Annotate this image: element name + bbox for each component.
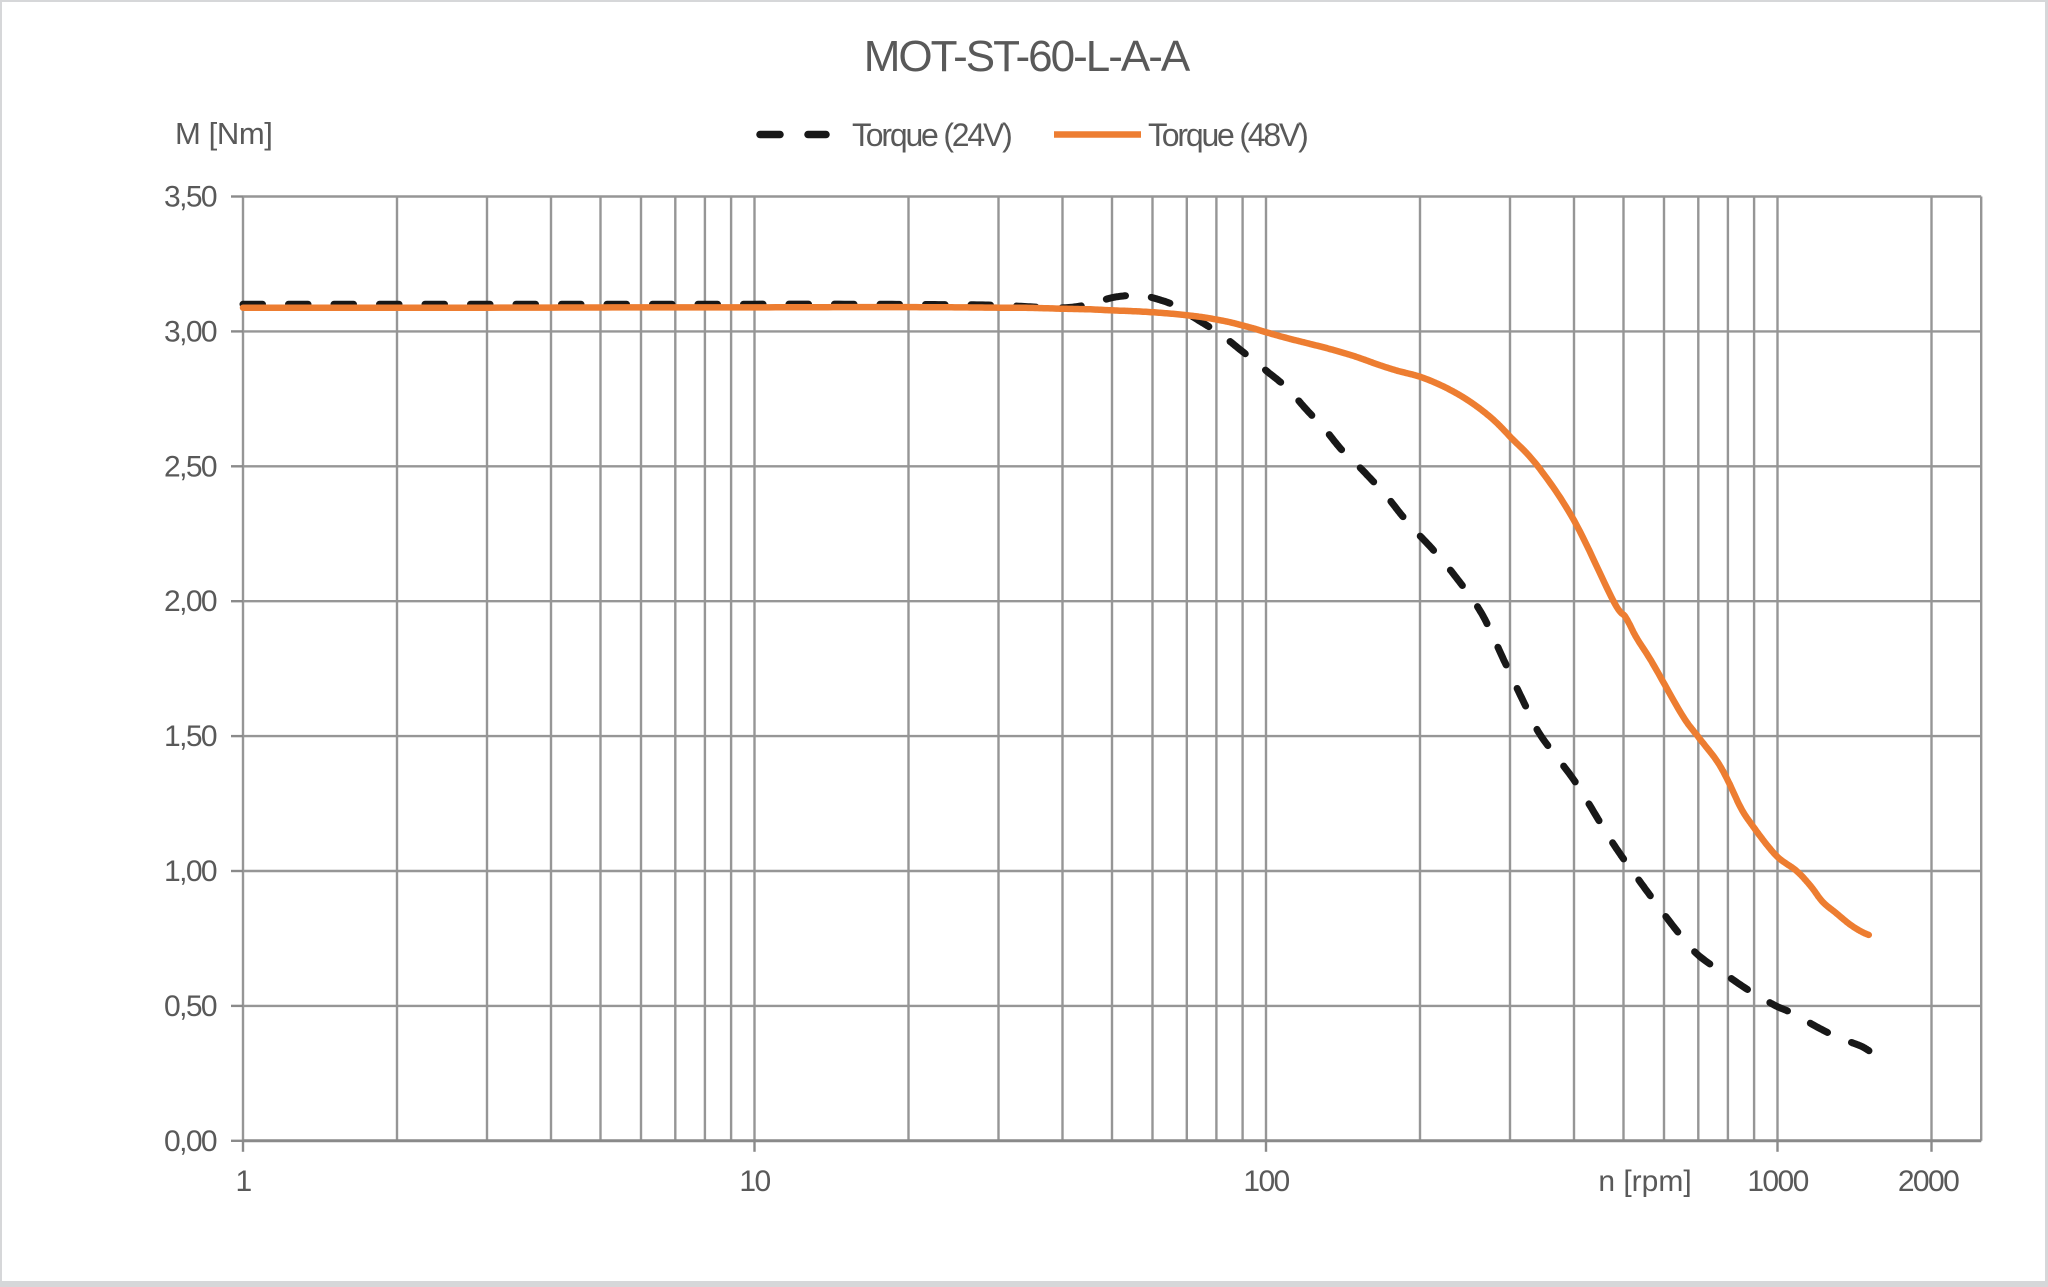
svg-text:0,00: 0,00 (164, 1125, 217, 1158)
svg-text:3,00: 3,00 (164, 315, 217, 348)
svg-text:2,00: 2,00 (164, 585, 217, 618)
svg-text:M [Nm]: M [Nm] (175, 116, 272, 151)
svg-text:2,50: 2,50 (164, 450, 217, 483)
svg-text:0,50: 0,50 (164, 990, 217, 1023)
svg-text:1,00: 1,00 (164, 855, 217, 888)
svg-text:Torque (48V): Torque (48V) (1148, 117, 1307, 153)
svg-text:10: 10 (739, 1165, 770, 1198)
svg-text:1: 1 (235, 1165, 251, 1198)
svg-text:3,50: 3,50 (164, 181, 217, 214)
svg-text:100: 100 (1243, 1165, 1289, 1198)
svg-text:1,50: 1,50 (164, 720, 217, 753)
svg-text:2000: 2000 (1898, 1165, 1959, 1198)
svg-text:n [rpm]: n [rpm] (1598, 1165, 1691, 1198)
svg-text:1000: 1000 (1747, 1165, 1808, 1198)
svg-text:MOT-ST-60-L-A-A: MOT-ST-60-L-A-A (864, 32, 1191, 81)
svg-text:Torque (24V): Torque (24V) (852, 117, 1011, 153)
